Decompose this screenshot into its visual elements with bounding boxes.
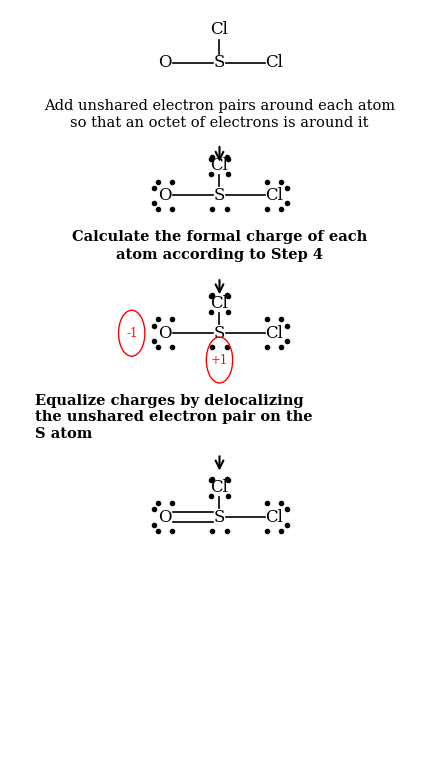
Text: Cl: Cl [210,157,228,174]
Text: atom according to Step 4: atom according to Step 4 [116,248,322,262]
Text: S: S [213,187,225,204]
Text: Cl: Cl [265,509,283,525]
Text: Cl: Cl [265,54,283,71]
Text: so that an octet of electrons is around it: so that an octet of electrons is around … [70,116,368,129]
Text: Equalize charges by delocalizing: Equalize charges by delocalizing [35,394,303,408]
Text: -1: -1 [126,327,137,339]
Text: Cl: Cl [210,295,228,312]
Text: S atom: S atom [35,427,92,441]
Text: Cl: Cl [210,479,228,496]
Text: Calculate the formal charge of each: Calculate the formal charge of each [72,231,366,244]
Text: O: O [158,187,171,204]
Text: O: O [158,325,171,342]
Text: Cl: Cl [265,325,283,342]
Text: Cl: Cl [210,21,228,38]
Text: S: S [213,325,225,342]
Text: O: O [158,54,171,71]
Text: S: S [213,54,225,71]
Text: S: S [213,509,225,525]
Text: the unshared electron pair on the: the unshared electron pair on the [35,411,312,424]
Text: +1: +1 [210,354,228,366]
Text: O: O [158,509,171,525]
Text: Cl: Cl [265,187,283,204]
Text: Add unshared electron pairs around each atom: Add unshared electron pairs around each … [44,99,394,113]
